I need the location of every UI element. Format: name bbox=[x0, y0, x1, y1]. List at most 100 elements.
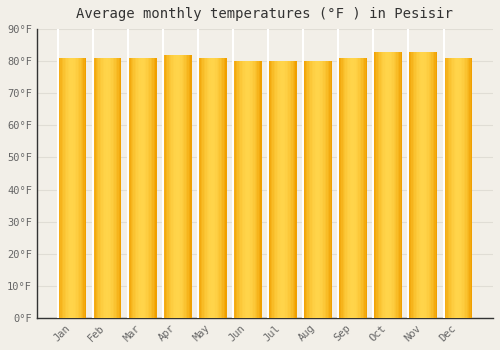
Bar bbox=[243, 61, 244, 318]
Bar bbox=[258, 61, 259, 318]
Bar bbox=[454, 58, 455, 318]
Bar bbox=[366, 58, 367, 318]
Bar bbox=[309, 61, 310, 318]
Bar bbox=[413, 51, 414, 318]
Bar bbox=[132, 58, 134, 318]
Bar bbox=[216, 58, 218, 318]
Bar bbox=[183, 55, 184, 318]
Bar bbox=[256, 61, 258, 318]
Bar bbox=[436, 51, 437, 318]
Bar bbox=[94, 58, 96, 318]
Bar bbox=[394, 51, 395, 318]
Bar bbox=[85, 58, 86, 318]
Bar bbox=[200, 58, 201, 318]
Bar bbox=[92, 58, 94, 318]
Bar bbox=[82, 58, 84, 318]
Bar bbox=[68, 58, 69, 318]
Bar bbox=[218, 58, 220, 318]
Bar bbox=[347, 58, 348, 318]
Bar bbox=[211, 58, 212, 318]
Bar bbox=[460, 58, 461, 318]
Bar bbox=[166, 55, 167, 318]
Bar bbox=[456, 58, 458, 318]
Bar bbox=[322, 61, 324, 318]
Bar bbox=[348, 58, 350, 318]
Bar bbox=[146, 58, 148, 318]
Bar bbox=[416, 51, 417, 318]
Bar bbox=[385, 51, 386, 318]
Bar bbox=[215, 58, 216, 318]
Bar bbox=[74, 58, 75, 318]
Bar bbox=[389, 51, 390, 318]
Bar bbox=[170, 55, 172, 318]
Bar bbox=[316, 61, 318, 318]
Bar bbox=[150, 58, 152, 318]
Bar bbox=[142, 58, 144, 318]
Bar bbox=[430, 51, 432, 318]
Bar bbox=[152, 58, 154, 318]
Bar bbox=[167, 55, 168, 318]
Bar bbox=[445, 58, 446, 318]
Bar bbox=[356, 58, 357, 318]
Bar bbox=[180, 55, 182, 318]
Bar bbox=[208, 58, 210, 318]
Bar bbox=[206, 58, 208, 318]
Bar bbox=[248, 61, 249, 318]
Bar bbox=[423, 51, 424, 318]
Bar bbox=[414, 51, 416, 318]
Bar bbox=[138, 58, 139, 318]
Bar bbox=[324, 61, 325, 318]
Bar bbox=[164, 55, 166, 318]
Bar bbox=[60, 58, 62, 318]
Bar bbox=[163, 55, 164, 318]
Bar bbox=[234, 61, 236, 318]
Bar bbox=[314, 61, 316, 318]
Bar bbox=[113, 58, 114, 318]
Bar bbox=[378, 51, 379, 318]
Bar bbox=[433, 51, 434, 318]
Bar bbox=[444, 58, 445, 318]
Bar bbox=[424, 51, 426, 318]
Bar bbox=[238, 61, 239, 318]
Bar bbox=[186, 55, 188, 318]
Bar bbox=[253, 61, 254, 318]
Bar bbox=[84, 58, 85, 318]
Bar bbox=[468, 58, 469, 318]
Bar bbox=[392, 51, 394, 318]
Bar bbox=[246, 61, 248, 318]
Bar bbox=[382, 51, 384, 318]
Bar bbox=[69, 58, 70, 318]
Bar bbox=[354, 58, 356, 318]
Bar bbox=[452, 58, 454, 318]
Bar bbox=[412, 51, 413, 318]
Bar bbox=[190, 55, 192, 318]
Bar bbox=[225, 58, 226, 318]
Bar bbox=[351, 58, 352, 318]
Bar bbox=[284, 61, 286, 318]
Bar bbox=[212, 58, 214, 318]
Bar bbox=[386, 51, 388, 318]
Bar bbox=[329, 61, 330, 318]
Bar bbox=[282, 61, 284, 318]
Bar bbox=[390, 51, 392, 318]
Bar bbox=[184, 55, 186, 318]
Bar bbox=[130, 58, 132, 318]
Bar bbox=[224, 58, 225, 318]
Bar bbox=[342, 58, 344, 318]
Bar bbox=[249, 61, 250, 318]
Bar bbox=[290, 61, 291, 318]
Bar bbox=[168, 55, 170, 318]
Bar bbox=[358, 58, 360, 318]
Bar bbox=[422, 51, 423, 318]
Bar bbox=[318, 61, 319, 318]
Bar bbox=[116, 58, 117, 318]
Bar bbox=[340, 58, 341, 318]
Bar bbox=[250, 61, 252, 318]
Bar bbox=[455, 58, 456, 318]
Bar bbox=[432, 51, 433, 318]
Bar bbox=[341, 58, 342, 318]
Bar bbox=[214, 58, 215, 318]
Bar bbox=[346, 58, 347, 318]
Bar bbox=[154, 58, 155, 318]
Bar bbox=[59, 58, 60, 318]
